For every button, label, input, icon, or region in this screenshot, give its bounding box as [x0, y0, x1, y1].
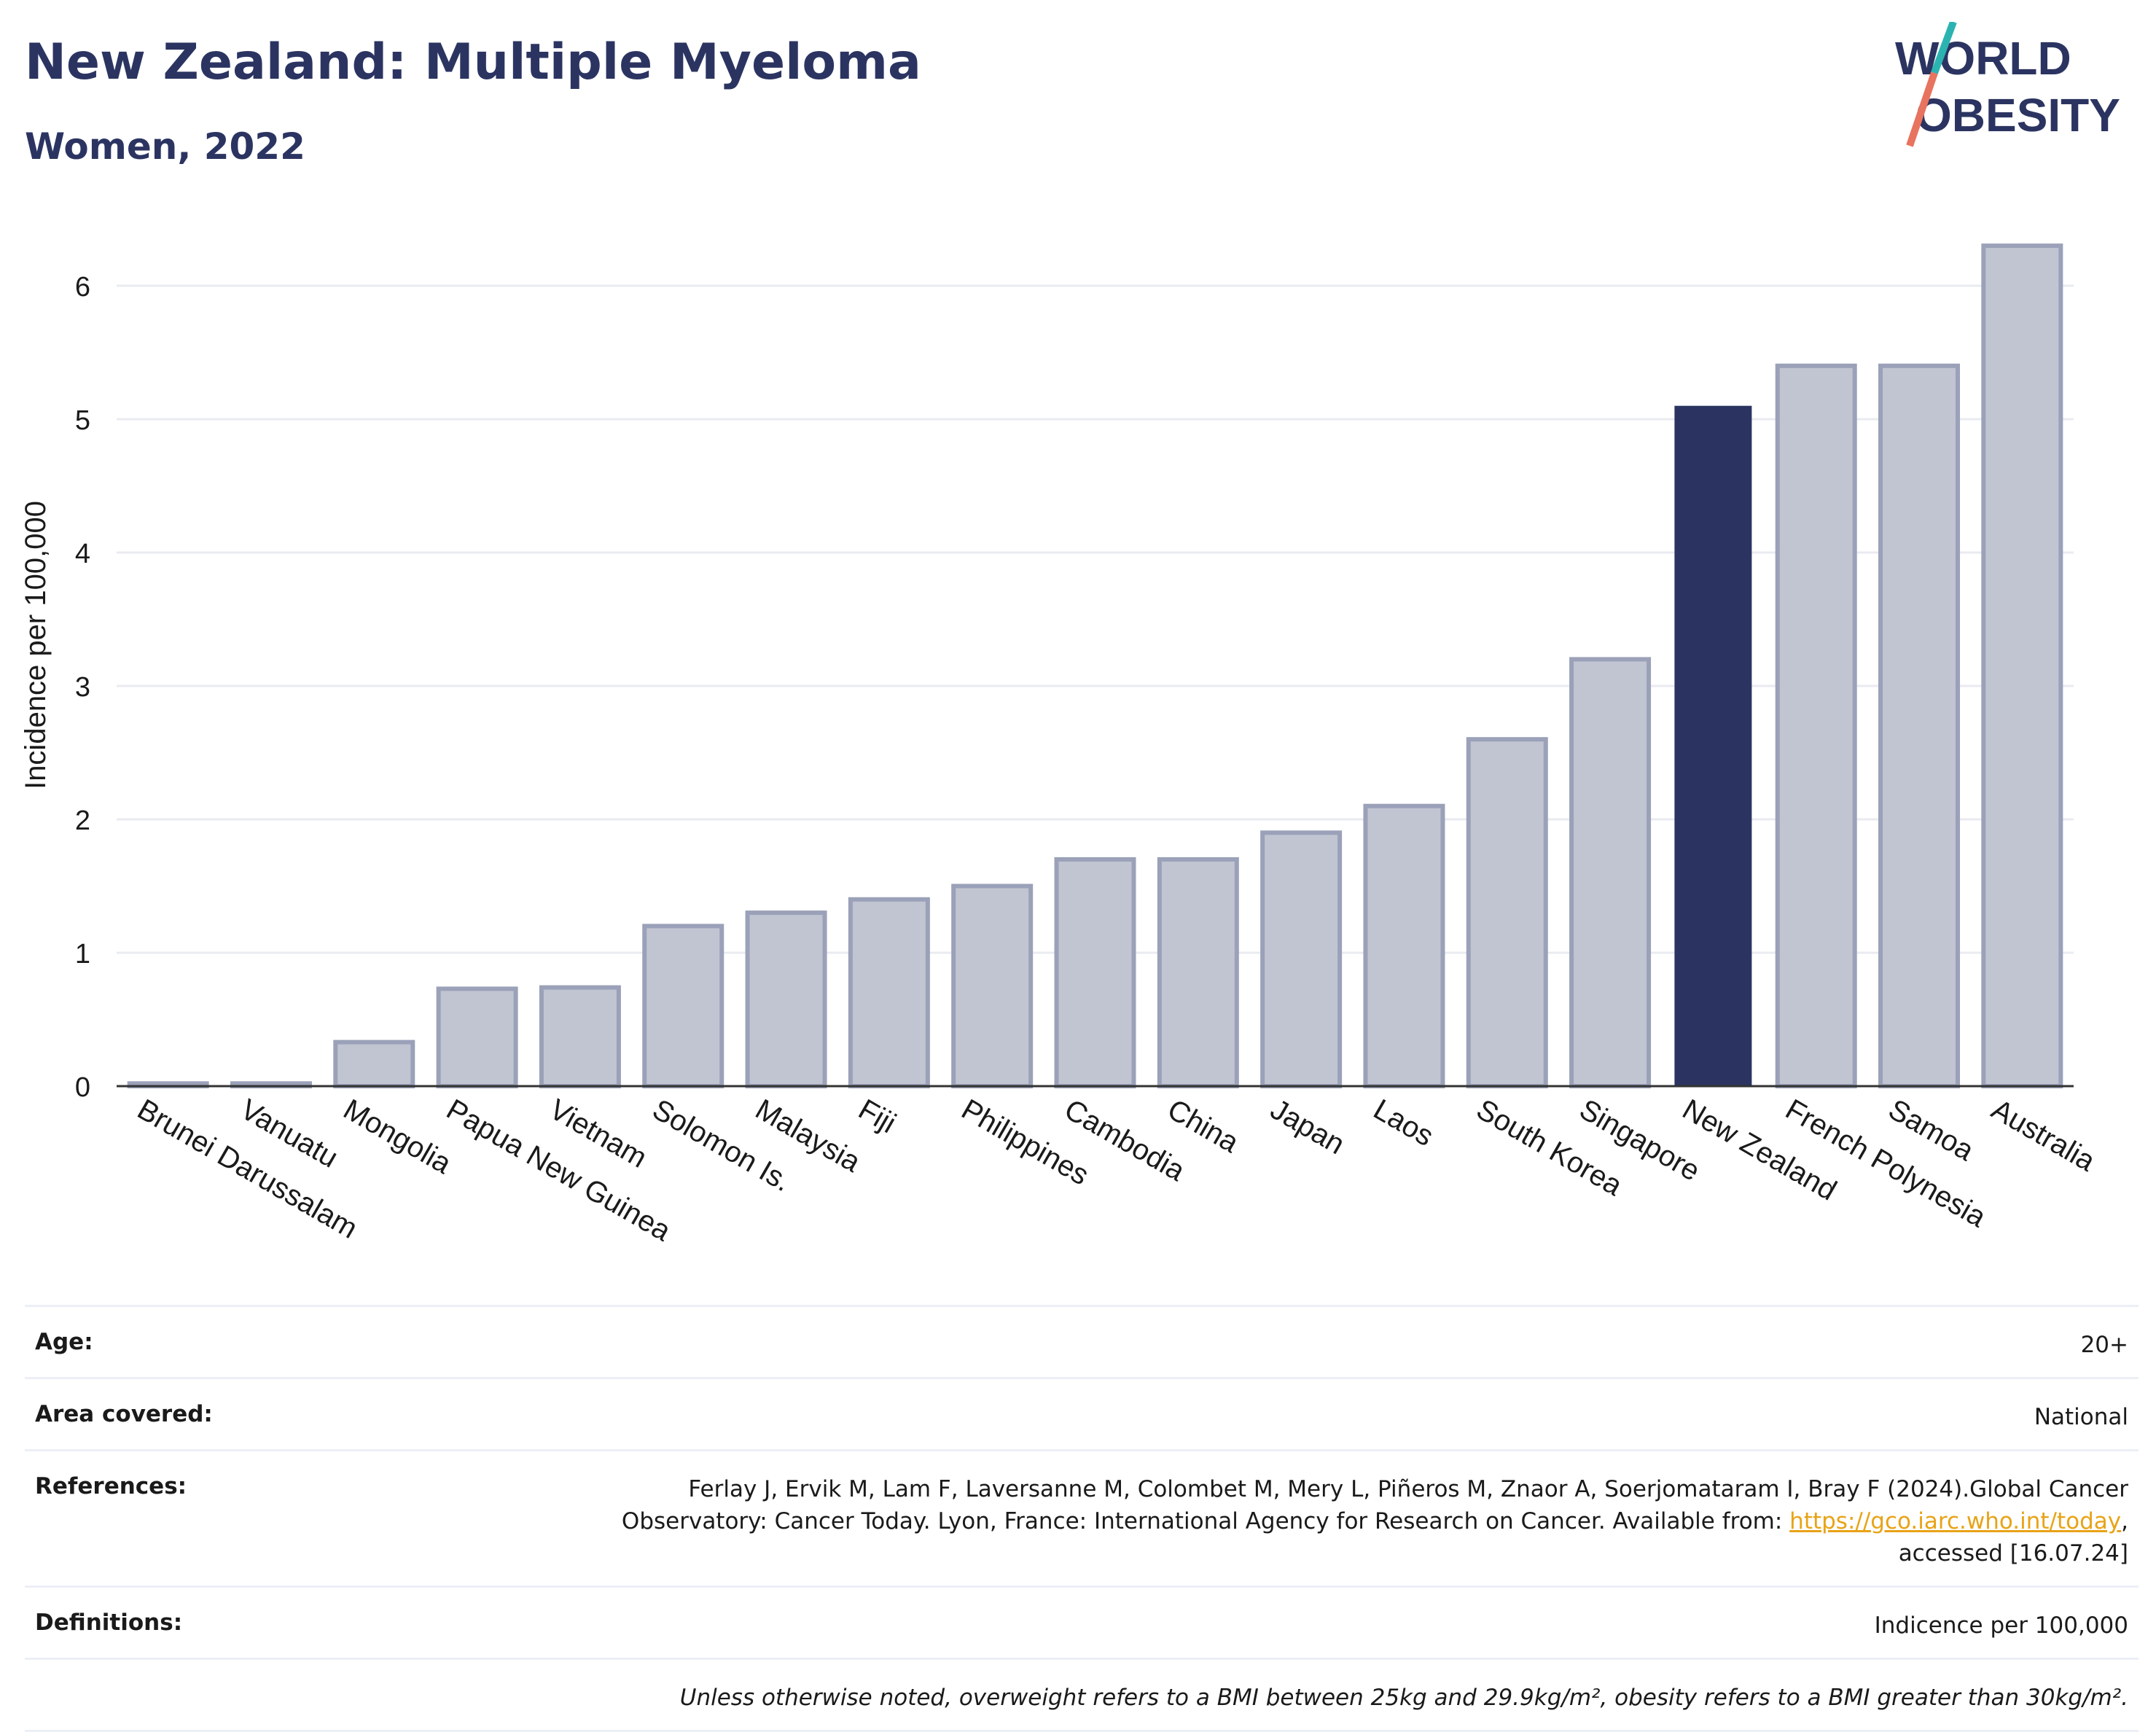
bar-vietnam: [539, 985, 621, 1088]
chart-title: New Zealand: Multiple Myeloma: [25, 34, 921, 91]
chart-subtitle: Women, 2022: [25, 125, 305, 168]
age-value: 20+: [2080, 1332, 2128, 1358]
bar-australia: [1981, 243, 2063, 1089]
bar-malaysia: [745, 910, 827, 1088]
bars: [127, 243, 2063, 1089]
logo-line1: WORLD: [1895, 32, 2071, 85]
bar-new-zealand: [1674, 405, 1752, 1086]
references-value: Ferlay J, Ervik M, Lam F, Laversanne M, …: [622, 1473, 2128, 1569]
y-tick-label: 1: [75, 939, 90, 970]
bar-singapore: [1569, 657, 1652, 1088]
bar-french-polynesia: [1775, 363, 1857, 1088]
x-tick-label: Australia: [1986, 1093, 2101, 1178]
y-axis-ticks: 0 1 2 3 4 5 6: [75, 272, 90, 1103]
bar-solomon-is-: [642, 924, 724, 1089]
definitions-label: Definitions:: [35, 1610, 183, 1636]
bar-samoa: [1878, 363, 1961, 1088]
references-line2: Observatory: Cancer Today. Lyon, France:…: [621, 1508, 1790, 1534]
logo-coral-stroke: [1906, 71, 1938, 147]
y-tick-label: 2: [75, 805, 90, 836]
y-tick-label: 5: [75, 405, 90, 436]
bar-south-korea: [1466, 737, 1548, 1088]
x-tick-label: China: [1162, 1093, 1244, 1160]
bmi-note: Unless otherwise noted, overweight refer…: [679, 1685, 2128, 1711]
bar-chart: 0 1 2 3 4 5 6 Brunei DarussalamVanuatuMongolia…: [20, 243, 2101, 1248]
bar-laos: [1363, 803, 1445, 1088]
area-label: Area covered:: [35, 1401, 213, 1427]
bar-japan: [1260, 830, 1343, 1089]
definitions-row: Definitions: Indicence per 100,000: [25, 1585, 2139, 1658]
logo-teal-stroke: [1931, 22, 1957, 74]
age-label: Age:: [35, 1329, 93, 1355]
bar-china: [1157, 857, 1239, 1089]
bar-mongolia: [333, 1039, 415, 1088]
age-row: Age: 20+: [25, 1305, 2139, 1377]
references-line3: accessed [16.07.24]: [1898, 1540, 2128, 1567]
x-tick-label: Laos: [1368, 1093, 1439, 1152]
note-row: Unless otherwise noted, overweight refer…: [25, 1658, 2139, 1732]
info-table: Age: 20+ Area covered: National Referenc…: [25, 1305, 2139, 1732]
y-tick-label: 6: [75, 272, 90, 303]
references-row: References: Ferlay J, Ervik M, Lam F, La…: [25, 1449, 2139, 1585]
area-row: Area covered: National: [25, 1377, 2139, 1449]
x-tick-label: Fiji: [853, 1093, 901, 1140]
y-axis-label: Incidence per 100,000: [20, 501, 52, 789]
x-tick-label: Japan: [1265, 1093, 1350, 1161]
bar-fiji: [848, 897, 930, 1089]
references-line1: Ferlay J, Ervik M, Lam F, Laversanne M, …: [688, 1476, 2128, 1502]
bar-philippines: [951, 883, 1034, 1088]
area-value: National: [2034, 1404, 2128, 1430]
logo-line2: OBESITY: [1915, 89, 2120, 141]
world-obesity-logo: WORLD OBESITY: [1895, 22, 2120, 147]
y-tick-label: 0: [75, 1072, 90, 1103]
y-tick-label: 3: [75, 672, 90, 703]
bar-cambodia: [1054, 857, 1136, 1089]
x-tick-label: Mongolia: [338, 1093, 457, 1181]
y-tick-label: 4: [75, 539, 90, 569]
references-comma: ,: [2121, 1508, 2128, 1534]
references-label: References:: [35, 1473, 187, 1499]
bar-papua-new-guinea: [436, 986, 518, 1089]
definitions-value: Indicence per 100,000: [1874, 1612, 2128, 1639]
references-link[interactable]: https://gco.iarc.who.int/today: [1789, 1508, 2122, 1534]
